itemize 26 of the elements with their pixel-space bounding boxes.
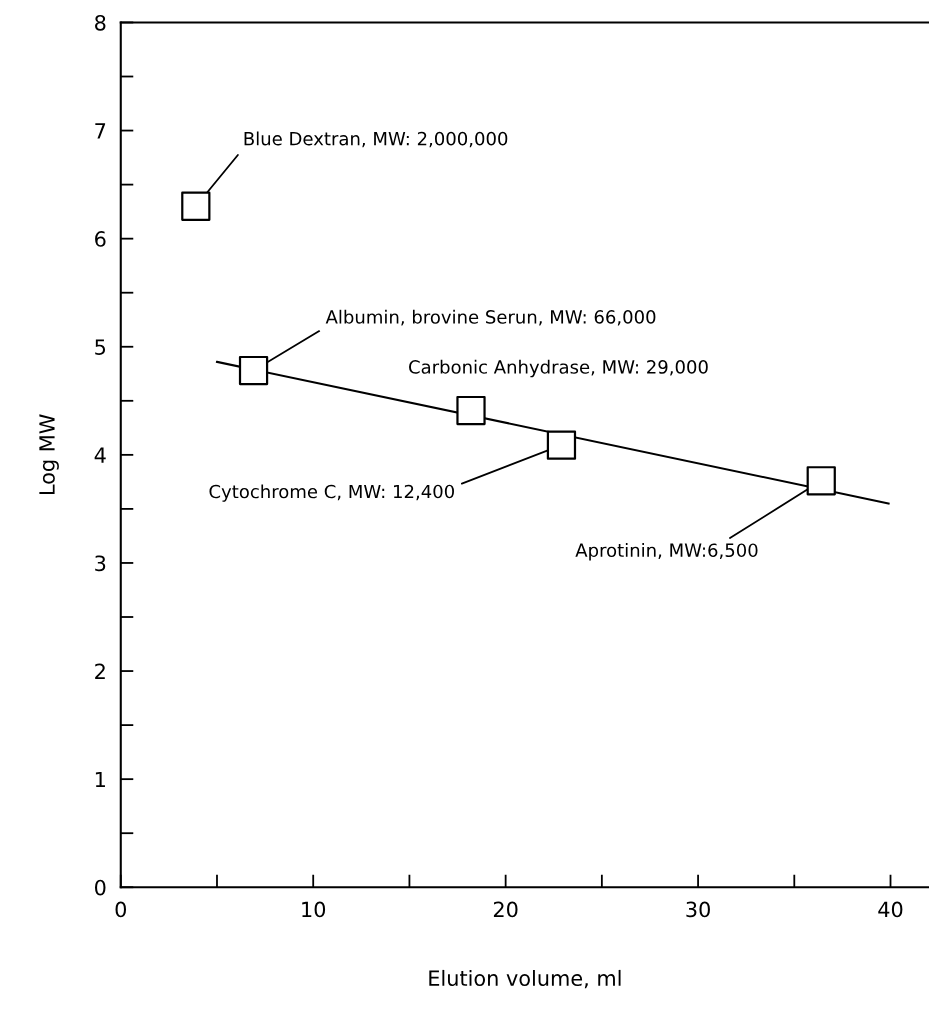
point (546, 430, 577, 460)
y-tick-label: 1 (95, 771, 105, 788)
x-tick-label: 30 (686, 901, 710, 918)
y-tick-label: 3 (95, 555, 106, 572)
y-tick-label: 5 (95, 339, 106, 355)
y-tick-label: 7 (95, 123, 106, 139)
point (181, 191, 211, 221)
y-tick-label: 8 (95, 14, 106, 31)
annotation: Blue Dextran, MW: 2,000,000 (244, 131, 508, 148)
x-tick-label: 40 (878, 901, 903, 918)
y-tick-label: 2 (95, 663, 105, 679)
y-tick-label: 0 (95, 879, 106, 896)
x-axis-title: Elution volume, ml (429, 969, 621, 989)
y-axis-title: Log MW (39, 414, 59, 495)
x-tick-label: 0 (115, 901, 127, 918)
point (456, 395, 486, 426)
annotation: Albumin, brovine Serun, MW: 66,000 (325, 309, 656, 326)
annotation: Cytochrome C, MW: 12,400 (209, 484, 454, 502)
y-tick-label: 6 (95, 231, 106, 247)
annotation: Carbonic Anhydrase, MW: 29,000 (409, 359, 708, 378)
x-tick-label: 20 (493, 901, 518, 918)
point (238, 355, 269, 386)
y-tick-label: 4 (94, 447, 106, 463)
point (806, 466, 836, 496)
annotation: Aprotinin, MW:6,500 (575, 543, 758, 561)
x-tick-label: 10 (302, 901, 326, 918)
